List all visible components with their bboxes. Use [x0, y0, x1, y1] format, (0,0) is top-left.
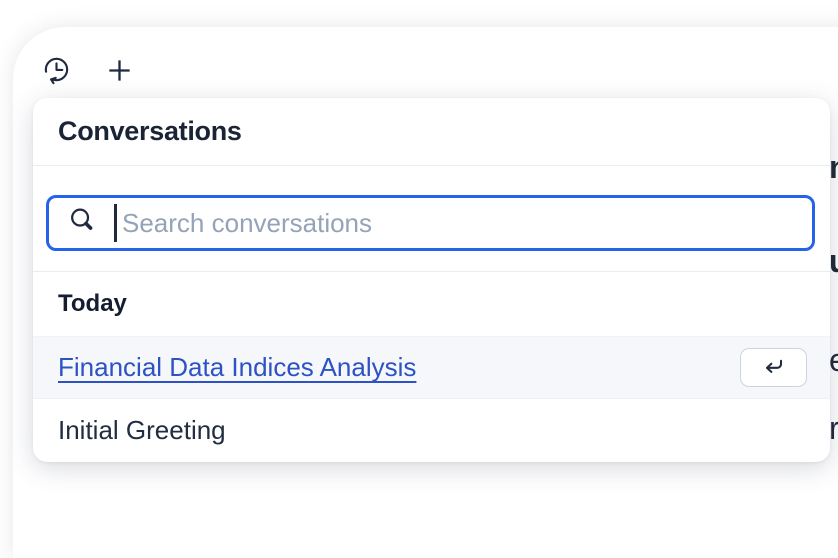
- search-icon: [68, 206, 97, 240]
- return-key-icon: [760, 355, 787, 381]
- popover-title: Conversations: [58, 116, 242, 146]
- background-text-fragment: r: [829, 410, 838, 446]
- new-conversation-button[interactable]: [105, 56, 134, 85]
- clock-history-icon: [41, 57, 72, 88]
- search-box[interactable]: [46, 195, 815, 251]
- background-text-fragment: u: [829, 245, 838, 277]
- conversation-label: Initial Greeting: [58, 415, 226, 445]
- background-text-fragment: e: [829, 342, 838, 378]
- conversation-row[interactable]: Initial Greeting: [33, 399, 830, 462]
- search-section: [33, 166, 830, 272]
- history-button[interactable]: [41, 54, 72, 85]
- popover-header: Conversations: [33, 98, 830, 166]
- group-label-today: Today: [58, 290, 127, 317]
- conversation-link[interactable]: Financial Data Indices Analysis: [58, 352, 417, 382]
- search-input[interactable]: [117, 198, 812, 248]
- text-caret: [114, 204, 117, 242]
- group-label-row: Today: [33, 272, 830, 336]
- open-conversation-button[interactable]: [740, 348, 807, 387]
- background-text-fragment: n: [829, 151, 838, 183]
- conversation-row[interactable]: Financial Data Indices Analysis: [33, 336, 830, 399]
- conversations-popover: Conversations Today Financial Data Indic…: [33, 98, 830, 462]
- plus-icon: [105, 60, 134, 88]
